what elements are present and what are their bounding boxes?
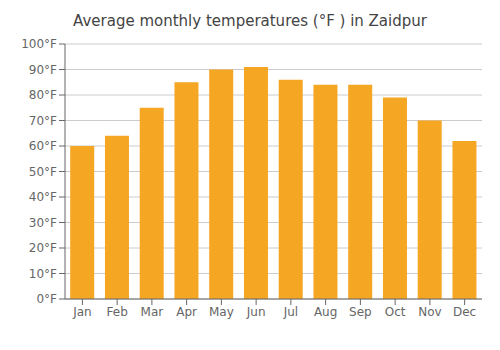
svg-text:20°F: 20°F <box>29 241 57 255</box>
svg-text:90°F: 90°F <box>29 63 57 77</box>
svg-text:Jan: Jan <box>72 305 92 319</box>
svg-text:0°F: 0°F <box>36 292 57 306</box>
svg-text:70°F: 70°F <box>29 114 57 128</box>
svg-text:Aug: Aug <box>314 305 337 319</box>
svg-text:May: May <box>209 305 234 319</box>
svg-text:80°F: 80°F <box>29 88 57 102</box>
svg-text:30°F: 30°F <box>29 216 57 230</box>
svg-text:10°F: 10°F <box>29 267 57 281</box>
html-text:Average monthly temperatures (: Average monthly temperatures (°F ) in Za… <box>73 12 427 30</box>
svg-text:Nov: Nov <box>418 305 441 319</box>
svg-text:Jul: Jul <box>283 305 298 319</box>
svg-text:Jun: Jun <box>246 305 266 319</box>
svg-text:Apr: Apr <box>176 305 197 319</box>
svg-text:Oct: Oct <box>385 305 406 319</box>
svg-text:Dec: Dec <box>453 305 476 319</box>
svg-text:Mar: Mar <box>141 305 164 319</box>
svg-text:100°F: 100°F <box>21 37 57 51</box>
svg-text:60°F: 60°F <box>29 139 57 153</box>
svg-text:Feb: Feb <box>107 305 128 319</box>
svg-text:Sep: Sep <box>349 305 372 319</box>
svg-text:50°F: 50°F <box>29 165 57 179</box>
svg-text:40°F: 40°F <box>29 190 57 204</box>
